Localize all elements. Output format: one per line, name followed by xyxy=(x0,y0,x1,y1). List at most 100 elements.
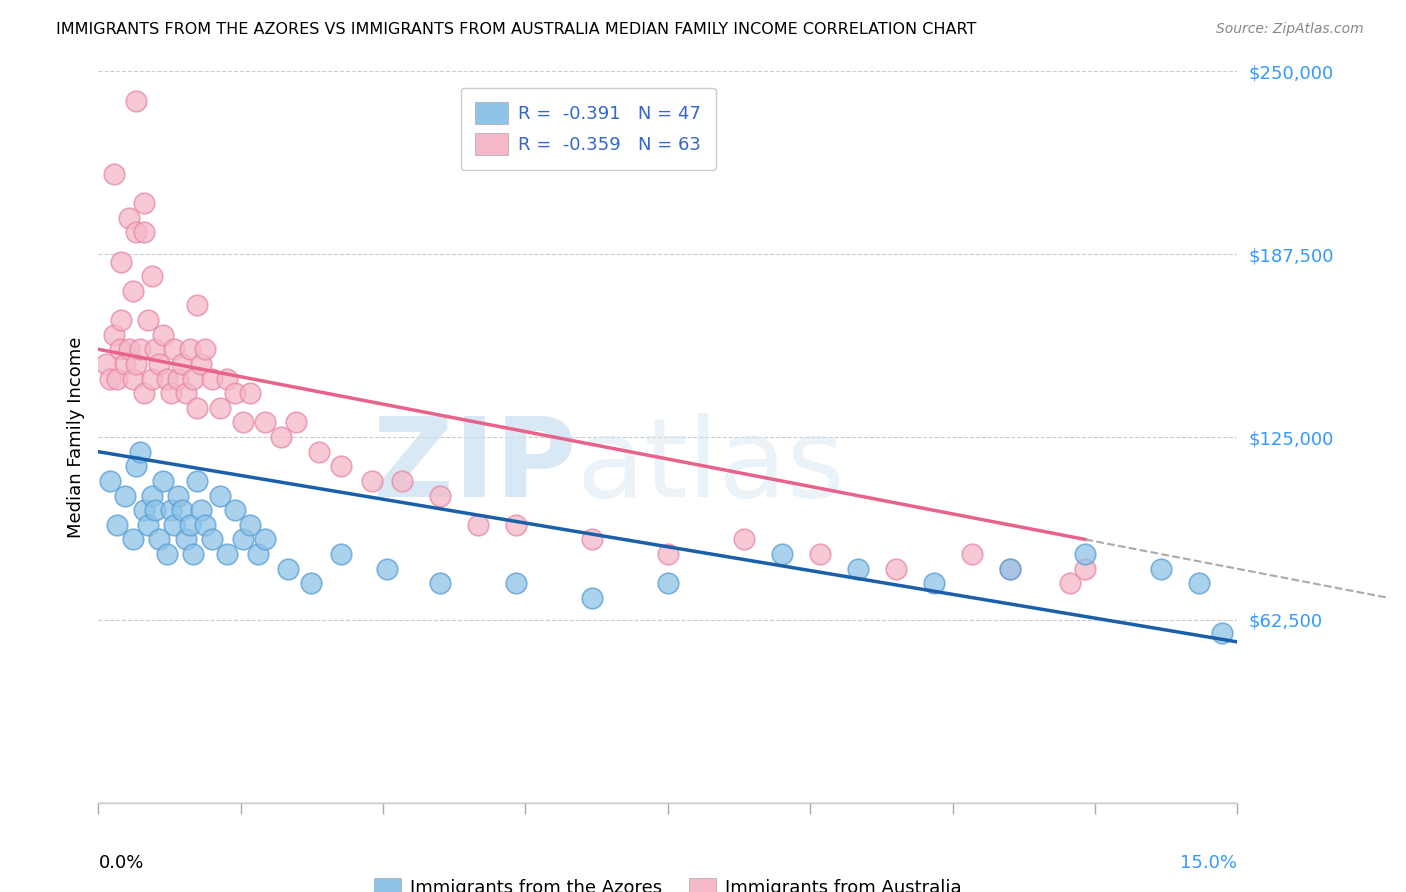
Point xyxy=(224,386,246,401)
Point xyxy=(239,386,262,401)
Point xyxy=(110,313,132,327)
Point xyxy=(186,474,208,488)
Point xyxy=(208,489,231,503)
Point xyxy=(141,371,163,385)
Point xyxy=(148,533,170,547)
Point xyxy=(170,503,193,517)
Point xyxy=(107,517,129,532)
Point xyxy=(132,503,155,517)
Point xyxy=(733,533,755,547)
Point xyxy=(201,371,224,385)
Point xyxy=(121,371,143,385)
Point xyxy=(159,503,181,517)
Point xyxy=(145,343,167,357)
Point xyxy=(391,474,413,488)
Text: ZIP: ZIP xyxy=(374,413,576,520)
Point xyxy=(190,503,212,517)
Point xyxy=(145,503,167,517)
Point xyxy=(121,533,143,547)
Text: IMMIGRANTS FROM THE AZORES VS IMMIGRANTS FROM AUSTRALIA MEDIAN FAMILY INCOME COR: IMMIGRANTS FROM THE AZORES VS IMMIGRANTS… xyxy=(56,22,977,37)
Point xyxy=(1188,576,1211,591)
Point xyxy=(156,371,179,385)
Point xyxy=(159,386,181,401)
Point xyxy=(505,517,527,532)
Point xyxy=(330,547,353,561)
Point xyxy=(657,576,679,591)
Point xyxy=(186,401,208,415)
Text: Source: ZipAtlas.com: Source: ZipAtlas.com xyxy=(1216,22,1364,37)
Point xyxy=(141,489,163,503)
Point xyxy=(179,517,201,532)
Point xyxy=(125,459,148,474)
Point xyxy=(132,196,155,211)
Y-axis label: Median Family Income: Median Family Income xyxy=(66,336,84,538)
Point xyxy=(232,533,254,547)
Point xyxy=(770,547,793,561)
Point xyxy=(194,517,217,532)
Point xyxy=(217,371,239,385)
Point xyxy=(152,474,174,488)
Point xyxy=(183,547,205,561)
Point xyxy=(270,430,292,444)
Point xyxy=(998,562,1021,576)
Point xyxy=(163,343,186,357)
Point xyxy=(808,547,831,561)
Point xyxy=(375,562,398,576)
Point xyxy=(657,547,679,561)
Point xyxy=(208,401,231,415)
Point xyxy=(330,459,353,474)
Point xyxy=(190,357,212,371)
Point xyxy=(98,474,121,488)
Point xyxy=(284,416,307,430)
Point xyxy=(132,225,155,239)
Point xyxy=(884,562,907,576)
Point xyxy=(108,343,131,357)
Point xyxy=(129,343,152,357)
Point xyxy=(201,533,224,547)
Text: atlas: atlas xyxy=(576,413,845,520)
Point xyxy=(1211,626,1233,640)
Point xyxy=(118,343,141,357)
Point xyxy=(1150,562,1173,576)
Point xyxy=(98,371,121,385)
Point xyxy=(183,371,205,385)
Text: 0.0%: 0.0% xyxy=(98,854,143,872)
Point xyxy=(254,416,277,430)
Point xyxy=(121,284,143,298)
Point xyxy=(103,167,125,181)
Point xyxy=(125,225,148,239)
Point xyxy=(129,444,152,458)
Point xyxy=(156,547,179,561)
Point xyxy=(94,357,117,371)
Point xyxy=(174,386,197,401)
Point xyxy=(186,298,208,312)
Point xyxy=(846,562,869,576)
Point xyxy=(1059,576,1081,591)
Point xyxy=(125,94,148,108)
Point xyxy=(254,533,277,547)
Point xyxy=(163,517,186,532)
Legend: Immigrants from the Azores, Immigrants from Australia: Immigrants from the Azores, Immigrants f… xyxy=(367,871,969,892)
Point xyxy=(141,269,163,284)
Point xyxy=(110,254,132,268)
Point xyxy=(277,562,299,576)
Point xyxy=(107,371,129,385)
Point xyxy=(581,591,603,605)
Point xyxy=(429,489,451,503)
Point xyxy=(179,343,201,357)
Point xyxy=(167,371,190,385)
Point xyxy=(1074,562,1097,576)
Point xyxy=(998,562,1021,576)
Point xyxy=(167,489,190,503)
Point xyxy=(467,517,489,532)
Point xyxy=(148,357,170,371)
Text: 15.0%: 15.0% xyxy=(1180,854,1237,872)
Point xyxy=(922,576,945,591)
Point xyxy=(114,489,136,503)
Point xyxy=(103,327,125,342)
Point xyxy=(239,517,262,532)
Point xyxy=(246,547,269,561)
Point xyxy=(1074,547,1097,561)
Point xyxy=(174,533,197,547)
Point xyxy=(232,416,254,430)
